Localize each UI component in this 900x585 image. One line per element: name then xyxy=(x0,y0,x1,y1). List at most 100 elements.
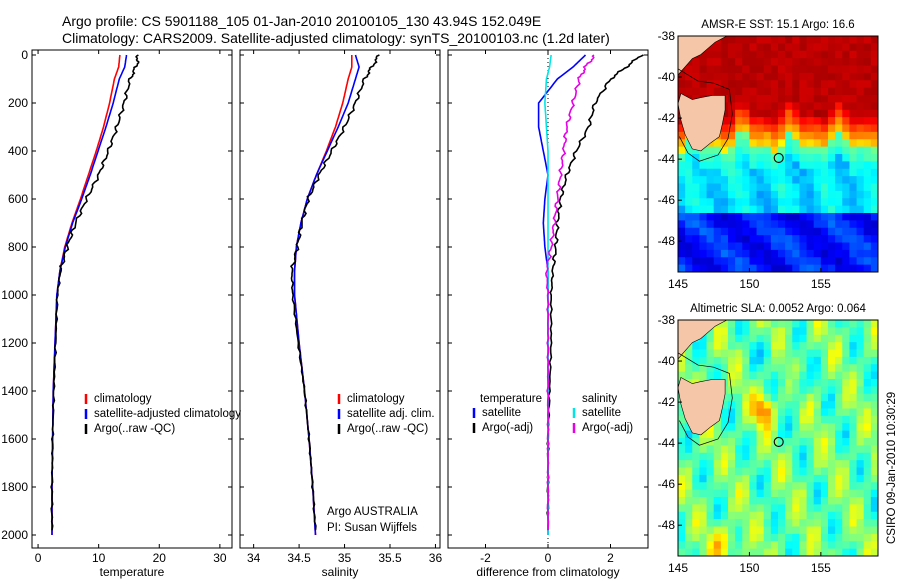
sst-map-cell xyxy=(685,235,693,244)
sla-map-cell xyxy=(785,497,793,505)
sst-map-cell xyxy=(756,220,765,229)
sla-map-cell xyxy=(770,467,779,476)
sla-map-cell xyxy=(856,519,865,528)
sla-map-cell xyxy=(820,445,829,454)
sla-map-xtick-label: 150 xyxy=(739,561,759,575)
sla-map-cell xyxy=(728,519,736,528)
sla-map-cell xyxy=(870,526,878,535)
sst-map-cell xyxy=(863,131,872,140)
sla-map-cell xyxy=(870,342,878,351)
sst-map-cell xyxy=(842,146,851,155)
sla-map-cell xyxy=(756,504,765,513)
sla-map-cell xyxy=(778,504,786,513)
sst-map-cell xyxy=(785,36,793,44)
sla-map-cell xyxy=(756,379,765,387)
sst-map-cell xyxy=(742,124,751,133)
sst-map-cell xyxy=(763,109,772,118)
sla-map-cell xyxy=(806,482,815,491)
sla-map-cell xyxy=(728,393,736,402)
sst-map-cell xyxy=(778,220,786,229)
sst-map-cell xyxy=(770,227,779,236)
sla-map-cell xyxy=(742,386,751,395)
sst-map-cell xyxy=(699,161,708,170)
sst-map-cell xyxy=(713,161,722,170)
sla-map-cell xyxy=(692,497,701,505)
sst-map-cell xyxy=(820,198,829,207)
sla-map-cell xyxy=(842,526,851,535)
sst-map-cell xyxy=(728,102,736,111)
sst-map-cell xyxy=(835,43,843,52)
sla-map-cell xyxy=(806,371,815,380)
sst-map-cell xyxy=(756,242,765,251)
sst-map-cell xyxy=(828,124,836,133)
sla-map-cell xyxy=(828,379,836,387)
sla-map-cell xyxy=(863,526,872,535)
sst-map-cell xyxy=(863,198,872,207)
sst-map-cell xyxy=(820,95,829,103)
sst-map-cell xyxy=(763,43,772,52)
sla-map-cell xyxy=(792,379,801,387)
sla-map-cell xyxy=(699,430,708,439)
sla-map-cell xyxy=(856,364,865,373)
sla-map-cell xyxy=(799,445,808,454)
salinity-xlabel: salinity xyxy=(322,565,359,579)
sla-map-cell xyxy=(706,334,715,343)
sst-map-cell xyxy=(856,95,865,103)
sla-map-cell xyxy=(863,356,872,365)
sst-map-cell xyxy=(742,87,751,96)
sst-map-cell xyxy=(870,43,878,52)
sst-map-cell xyxy=(763,168,772,177)
sst-map-cell xyxy=(770,95,779,103)
sst-map-cell xyxy=(835,36,843,44)
sst-map-cell xyxy=(799,183,808,192)
sst-map-cell xyxy=(792,80,801,89)
sla-map-cell xyxy=(806,548,815,556)
sst-map-cell xyxy=(842,183,851,192)
sst-map-cell xyxy=(735,72,743,81)
sla-map-cell xyxy=(813,327,822,336)
sst-map-cell xyxy=(770,161,779,170)
sla-map-cell xyxy=(756,548,765,556)
sst-map-cell xyxy=(699,154,708,162)
sla-map-cell xyxy=(813,511,822,520)
sla-map-cell xyxy=(792,452,801,461)
sla-map-cell xyxy=(856,408,865,417)
sst-map-cell xyxy=(785,117,793,126)
sla-map-cell xyxy=(863,452,872,461)
sla-map-cell xyxy=(849,393,858,402)
sst-map-cell xyxy=(720,109,729,118)
sst-map-cell xyxy=(735,264,743,272)
sla-map-cell xyxy=(820,460,829,469)
sla-map-cell xyxy=(806,533,815,542)
depth-tick-label: 1400 xyxy=(1,384,28,398)
sla-map-cell xyxy=(699,497,708,505)
sla-map-cell xyxy=(870,497,878,505)
sst-map-cell xyxy=(820,36,829,44)
sst-map-cell xyxy=(706,50,715,59)
sst-map-cell xyxy=(870,213,878,221)
salinity-xtick-label: 34.5 xyxy=(287,551,311,565)
sst-map-cell xyxy=(785,154,793,162)
sst-map-cell xyxy=(713,139,722,148)
sst-map-cell xyxy=(778,95,786,103)
sst-map-cell xyxy=(720,168,729,177)
sla-map-cell xyxy=(842,541,851,550)
sst-map-cell xyxy=(699,227,708,236)
sla-map-cell xyxy=(763,349,772,358)
sla-map-cell xyxy=(678,445,686,454)
sst-map-cell xyxy=(863,65,872,74)
salinity-xtick-label: 35 xyxy=(338,551,352,565)
sst-map-cell xyxy=(720,58,729,67)
sst-map-cell xyxy=(728,190,736,199)
sst-map-cell xyxy=(835,58,843,67)
sla-map-cell xyxy=(778,334,786,343)
sst-map-cell xyxy=(820,235,829,244)
sla-map-cell xyxy=(763,356,772,365)
salinity-xtick-label: 34 xyxy=(247,551,261,565)
sst-map-cell xyxy=(785,198,793,207)
sst-map-cell xyxy=(735,235,743,244)
sst-map-cell xyxy=(856,242,865,251)
sst-map-cell xyxy=(756,183,765,192)
sst-map-cell xyxy=(778,190,786,199)
sst-map-cell xyxy=(713,242,722,251)
